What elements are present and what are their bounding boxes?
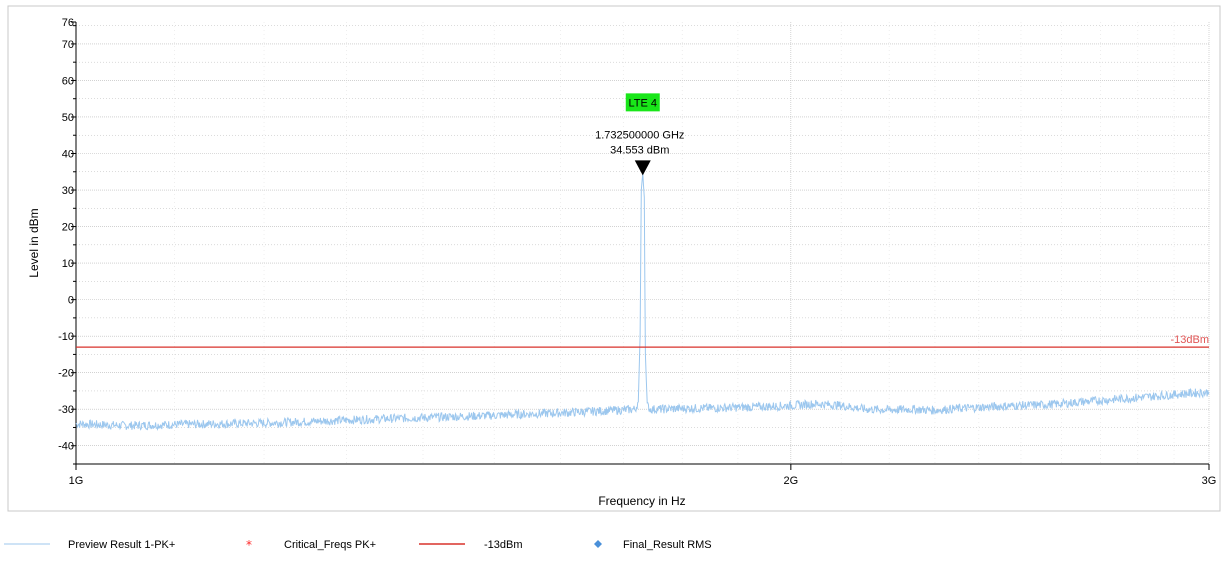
marker-frequency-text: 1.732500000 GHz xyxy=(595,129,684,141)
y-tick-label: 20 xyxy=(62,222,74,234)
x-axis-title: Frequency in Hz xyxy=(598,494,685,508)
legend-label: Final_Result RMS xyxy=(623,539,712,551)
x-tick-label: 1G xyxy=(69,475,84,487)
y-tick-label: 60 xyxy=(62,75,74,87)
y-axis-title: Level in dBm xyxy=(27,208,41,277)
y-tick-label: 76 xyxy=(62,17,74,29)
y-axis-ticks: 76 70 60 50 40 30 20 10 0 -10 -20 -30 -40 xyxy=(58,17,76,465)
legend-label: Preview Result 1-PK+ xyxy=(68,539,175,551)
marker-level-text: 34.553 dBm xyxy=(610,144,669,156)
limit-layer: -13dBm xyxy=(76,334,1209,348)
y-tick-label: 50 xyxy=(62,112,74,124)
legend-diamond-icon xyxy=(594,540,602,548)
marker-triangle-icon xyxy=(634,160,651,176)
legend-asterisk-icon: * xyxy=(246,538,252,552)
band-label: LTE 4 xyxy=(629,97,658,109)
y-tick-label: -20 xyxy=(58,368,74,380)
y-tick-label: 10 xyxy=(62,258,74,270)
marker-layer: LTE 4 1.732500000 GHz 34.553 dBm xyxy=(595,93,684,176)
y-tick-label: 30 xyxy=(62,185,74,197)
x-tick-label: 2G xyxy=(783,475,798,487)
x-axis-ticks: 1G 2G 3G xyxy=(69,464,1217,487)
y-tick-label: -10 xyxy=(58,331,74,343)
y-tick-label: 40 xyxy=(62,149,74,161)
chart-frame xyxy=(7,5,1221,512)
y-tick-label: 70 xyxy=(62,39,74,51)
legend-label: Critical_Freqs PK+ xyxy=(284,539,376,551)
y-tick-label: -40 xyxy=(58,441,74,453)
y-tick-label: -30 xyxy=(58,404,74,416)
y-tick-label: 0 xyxy=(68,295,74,307)
limit-line-label: -13dBm xyxy=(1170,334,1209,346)
legend: Preview Result 1-PK+ * Critical_Freqs PK+ -… xyxy=(4,538,712,552)
x-tick-label: 3G xyxy=(1202,475,1217,487)
band-label-box xyxy=(625,93,660,112)
legend-label: -13dBm xyxy=(484,539,523,551)
